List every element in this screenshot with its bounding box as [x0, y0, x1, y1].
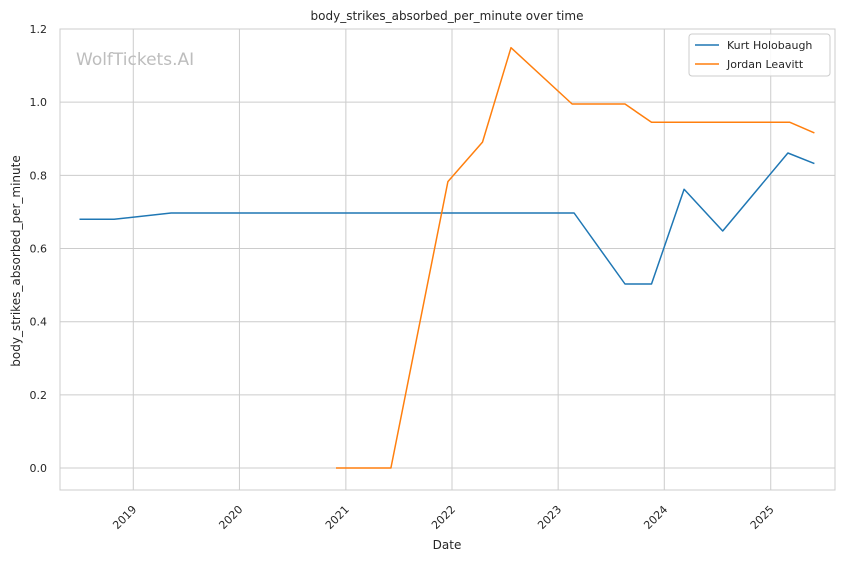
legend-label: Kurt Holobaugh [727, 39, 812, 52]
legend: Kurt Holobaugh Jordan Leavitt [688, 33, 831, 77]
y-tick-label: 0.8 [30, 169, 48, 182]
y-axis-label: body_strikes_absorbed_per_minute [9, 155, 23, 366]
y-axis-ticks: 0.0 0.2 0.4 0.6 0.8 1.0 1.2 [30, 23, 48, 475]
watermark: WolfTickets.AI [76, 50, 194, 70]
legend-label: Jordan Leavitt [726, 58, 804, 71]
y-tick-label: 0.4 [30, 316, 48, 329]
y-tick-label: 0.2 [30, 389, 48, 402]
series-line-0 [79, 152, 815, 285]
y-tick-label: 0.0 [30, 462, 48, 475]
y-tick-label: 0.6 [30, 243, 48, 256]
y-tick-label: 1.2 [30, 23, 48, 36]
legend-box [688, 33, 831, 77]
grid [60, 28, 835, 490]
series-layer [79, 46, 815, 469]
series-line-1 [336, 46, 815, 469]
chart-title: body_strikes_absorbed_per_minute over ti… [311, 9, 584, 23]
plot-area [59, 28, 836, 491]
x-axis-label: Date [433, 538, 462, 552]
y-tick-label: 1.0 [30, 96, 48, 109]
